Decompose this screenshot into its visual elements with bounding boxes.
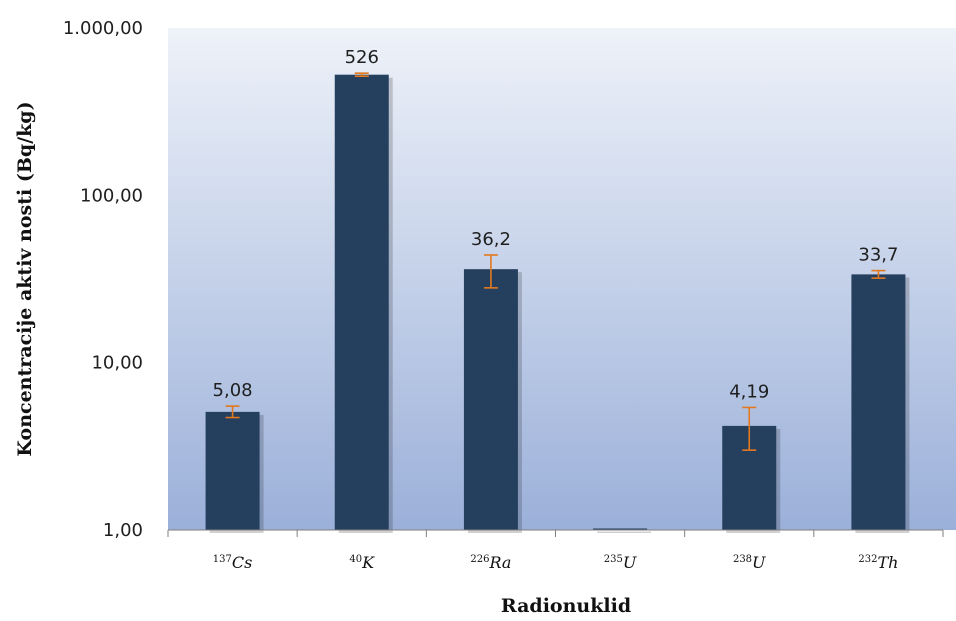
data-label: 4,19 — [729, 381, 769, 402]
y-tick-label: 10,00 — [91, 353, 143, 374]
y-tick-label: 1.000,00 — [63, 18, 143, 39]
bar — [593, 528, 648, 530]
x-axis-title: Radionuklid — [501, 595, 631, 617]
x-tick-label: 232Th — [858, 553, 898, 572]
x-tick-label: 137Cs — [213, 553, 253, 572]
data-label: 526 — [345, 47, 379, 68]
x-tick-label: 238U — [733, 553, 766, 572]
data-label: 5,08 — [213, 380, 253, 401]
y-axis: 1,00 10,00 100,00 1.000,00 — [63, 18, 143, 541]
bar — [463, 269, 518, 530]
bar — [334, 74, 389, 530]
bars: 5,08 526 36,2 4,19 33,7 — [205, 47, 910, 533]
y-tick-label: 100,00 — [80, 185, 143, 206]
bar-shadow — [597, 531, 652, 533]
y-tick-label: 1,00 — [103, 520, 143, 541]
data-label: 33,7 — [858, 245, 898, 266]
bar — [205, 411, 260, 530]
data-label: 36,2 — [471, 229, 511, 250]
x-tick-label: 235U — [604, 553, 637, 572]
plot-area — [168, 28, 956, 530]
x-tick-label: 226Ra — [470, 553, 511, 572]
x-tick-label: 40K — [349, 553, 375, 572]
x-axis: 137Cs 40K 226Ra 235U 238U 232Th — [167, 529, 944, 572]
bar — [851, 274, 906, 530]
y-axis-title: Koncentracije aktiv nosti (Bq/kg) — [14, 101, 36, 456]
